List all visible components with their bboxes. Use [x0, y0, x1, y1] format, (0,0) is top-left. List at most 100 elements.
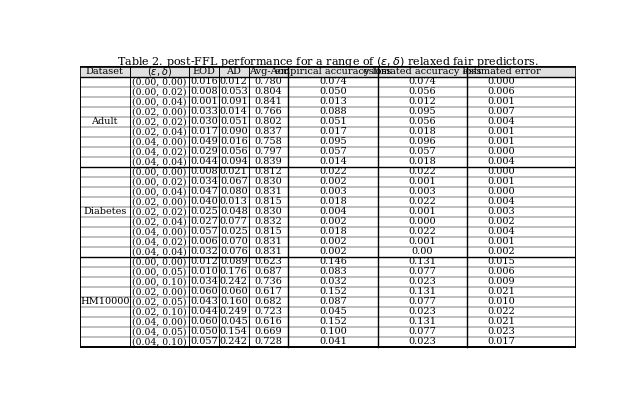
- Text: Diabetes: Diabetes: [83, 207, 127, 216]
- Text: 0.015: 0.015: [488, 257, 515, 266]
- Text: 0.091: 0.091: [220, 97, 248, 107]
- Text: 0.016: 0.016: [220, 137, 248, 146]
- Text: 0.687: 0.687: [255, 267, 282, 276]
- Text: (0.04, 0.02): (0.04, 0.02): [132, 147, 187, 156]
- Text: 0.004: 0.004: [319, 207, 347, 216]
- Text: estimated error: estimated error: [463, 67, 540, 76]
- Text: 0.057: 0.057: [190, 227, 218, 236]
- Text: (0.04, 0.05): (0.04, 0.05): [132, 327, 187, 336]
- Text: 0.070: 0.070: [220, 237, 248, 246]
- Text: 0.131: 0.131: [408, 287, 436, 296]
- Text: 0.815: 0.815: [255, 197, 282, 206]
- Text: 0.012: 0.012: [408, 97, 436, 107]
- Text: 0.021: 0.021: [488, 317, 516, 326]
- Text: (0.00, 0.10): (0.00, 0.10): [132, 277, 187, 286]
- Text: 0.033: 0.033: [190, 107, 218, 116]
- Text: 0.022: 0.022: [488, 307, 516, 316]
- Text: Table 2. post-FFL performance for a range of $(\epsilon, \delta)$ relaxed fair p: Table 2. post-FFL performance for a rang…: [117, 55, 539, 69]
- Text: 0.623: 0.623: [255, 257, 282, 266]
- Text: 0.100: 0.100: [319, 327, 347, 336]
- Text: 0.077: 0.077: [220, 217, 248, 226]
- Text: 0.004: 0.004: [488, 227, 515, 236]
- Text: 0.001: 0.001: [488, 237, 515, 246]
- Text: (0.00, 0.02): (0.00, 0.02): [132, 177, 187, 186]
- Text: 0.057: 0.057: [190, 337, 218, 346]
- Text: 0.617: 0.617: [255, 287, 282, 296]
- Text: 0.008: 0.008: [190, 167, 218, 176]
- Text: 0.022: 0.022: [408, 197, 436, 206]
- Text: 0.027: 0.027: [190, 217, 218, 226]
- Text: 0.831: 0.831: [255, 187, 282, 196]
- Text: 0.030: 0.030: [190, 118, 218, 126]
- Text: 0.131: 0.131: [408, 317, 436, 326]
- Text: 0.004: 0.004: [488, 118, 515, 126]
- Text: (0.04, 0.00): (0.04, 0.00): [132, 317, 187, 326]
- Text: 0.047: 0.047: [190, 187, 218, 196]
- Text: 0.001: 0.001: [408, 207, 436, 216]
- Text: 0.040: 0.040: [190, 197, 218, 206]
- Bar: [80, 67, 576, 77]
- Text: 0.050: 0.050: [190, 327, 218, 336]
- Text: 0.077: 0.077: [408, 327, 436, 336]
- Text: 0.003: 0.003: [319, 187, 347, 196]
- Text: 0.014: 0.014: [319, 157, 347, 166]
- Text: 0.087: 0.087: [319, 297, 347, 306]
- Text: 0.003: 0.003: [488, 207, 515, 216]
- Text: 0.831: 0.831: [255, 247, 282, 256]
- Text: 0.001: 0.001: [488, 127, 515, 136]
- Text: 0.067: 0.067: [220, 177, 248, 186]
- Text: 0.00: 0.00: [412, 247, 433, 256]
- Text: 0.090: 0.090: [220, 127, 248, 136]
- Text: 0.006: 0.006: [488, 267, 515, 276]
- Text: 0.023: 0.023: [408, 337, 436, 346]
- Text: 0.012: 0.012: [190, 257, 218, 266]
- Text: 0.077: 0.077: [408, 267, 436, 276]
- Text: 0.616: 0.616: [255, 317, 282, 326]
- Text: 0.669: 0.669: [255, 327, 282, 336]
- Text: 0.057: 0.057: [408, 147, 436, 156]
- Text: 0.010: 0.010: [488, 297, 515, 306]
- Text: 0.002: 0.002: [319, 247, 347, 256]
- Text: (0.02, 0.04): (0.02, 0.04): [132, 127, 187, 136]
- Text: 0.013: 0.013: [319, 97, 347, 107]
- Text: Dataset: Dataset: [86, 67, 124, 76]
- Text: 0.802: 0.802: [255, 118, 282, 126]
- Text: 0.060: 0.060: [190, 317, 218, 326]
- Text: (0.04, 0.04): (0.04, 0.04): [132, 157, 187, 166]
- Text: 0.154: 0.154: [220, 327, 248, 336]
- Text: (0.02, 0.00): (0.02, 0.00): [132, 107, 187, 116]
- Text: 0.012: 0.012: [220, 77, 248, 86]
- Text: 0.017: 0.017: [190, 127, 218, 136]
- Text: 0.004: 0.004: [488, 197, 515, 206]
- Text: 0.074: 0.074: [408, 77, 436, 86]
- Text: 0.095: 0.095: [319, 137, 347, 146]
- Text: 0.044: 0.044: [190, 157, 218, 166]
- Text: 0.025: 0.025: [190, 207, 218, 216]
- Text: 0.242: 0.242: [220, 277, 248, 286]
- Text: 0.766: 0.766: [255, 107, 282, 116]
- Text: Adult: Adult: [92, 118, 118, 126]
- Text: 0.018: 0.018: [408, 157, 436, 166]
- Text: 0.007: 0.007: [488, 107, 515, 116]
- Text: 0.176: 0.176: [220, 267, 248, 276]
- Text: 0.032: 0.032: [319, 277, 347, 286]
- Text: (0.00, 0.04): (0.00, 0.04): [132, 187, 187, 196]
- Text: 0.076: 0.076: [220, 247, 248, 256]
- Text: (0.00, 0.02): (0.00, 0.02): [132, 87, 187, 96]
- Text: 0.830: 0.830: [255, 207, 282, 216]
- Text: 0.032: 0.032: [190, 247, 218, 256]
- Text: 0.002: 0.002: [488, 247, 515, 256]
- Text: (0.00, 0.00): (0.00, 0.00): [132, 257, 187, 266]
- Text: (0.02, 0.00): (0.02, 0.00): [132, 287, 187, 296]
- Text: 0.242: 0.242: [220, 337, 248, 346]
- Text: 0.000: 0.000: [488, 147, 515, 156]
- Text: (0.00, 0.00): (0.00, 0.00): [132, 77, 187, 86]
- Text: estimated accuracy loss: estimated accuracy loss: [363, 67, 481, 76]
- Text: 0.832: 0.832: [255, 217, 282, 226]
- Text: 0.021: 0.021: [220, 167, 248, 176]
- Text: (0.02, 0.05): (0.02, 0.05): [132, 297, 187, 306]
- Text: 0.002: 0.002: [319, 177, 347, 186]
- Text: 0.023: 0.023: [408, 307, 436, 316]
- Text: 0.034: 0.034: [190, 277, 218, 286]
- Text: 0.034: 0.034: [190, 177, 218, 186]
